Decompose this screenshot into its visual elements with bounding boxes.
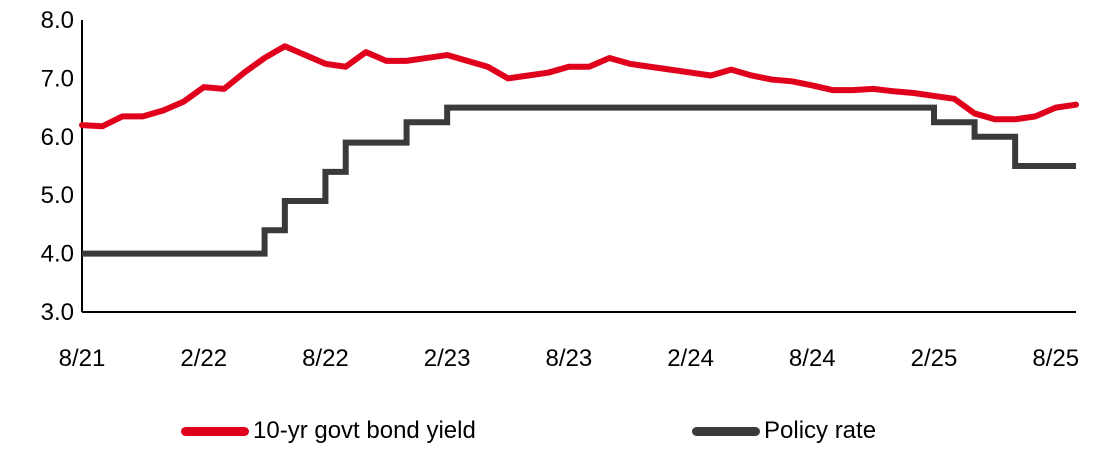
x-axis-tick-labels: 8/21 2/22 8/22 2/23 8/23 2/24 8/24 2/25 8/25 [59,345,1079,372]
y-tick-label: 6.0 [41,124,74,151]
chart-axes [81,20,1076,313]
legend-item-bond-yield: 10-yr govt bond yield [181,417,476,445]
x-tick-label: 2/22 [180,345,227,372]
y-tick-label: 5.0 [41,182,74,209]
x-tick-label: 8/23 [545,345,592,372]
x-tick-label: 2/23 [424,345,471,372]
y-tick-label: 8.0 [41,7,74,34]
plot-area [79,43,1079,257]
chart-legend: 10-yr govt bond yield Policy rate [0,415,1093,455]
legend-label-bond-yield: 10-yr govt bond yield [253,417,476,444]
y-tick-label: 4.0 [41,241,74,268]
x-tick-label: 2/24 [667,345,714,372]
line-chart: 3.0 4.0 5.0 6.0 7.0 8.0 8/21 2/22 8/22 2/23 8/23 2… [41,7,1079,372]
series-line-bond-yield [79,43,1079,130]
x-tick-label: 8/22 [302,345,349,372]
x-tick-label: 8/24 [789,345,836,372]
legend-item-policy-rate: Policy rate [692,417,876,445]
x-tick-label: 8/21 [59,345,106,372]
series-line-policy-rate [82,104,1076,257]
x-tick-label: 8/25 [1032,345,1079,372]
y-tick-label: 3.0 [41,299,74,326]
legend-swatch-bond-yield [181,426,249,436]
legend-label-policy-rate: Policy rate [764,417,877,444]
legend-swatch-policy-rate [692,426,760,436]
y-tick-label: 7.0 [41,65,74,92]
x-tick-label: 2/25 [911,345,958,372]
y-axis-tick-labels: 3.0 4.0 5.0 6.0 7.0 8.0 [41,7,74,326]
